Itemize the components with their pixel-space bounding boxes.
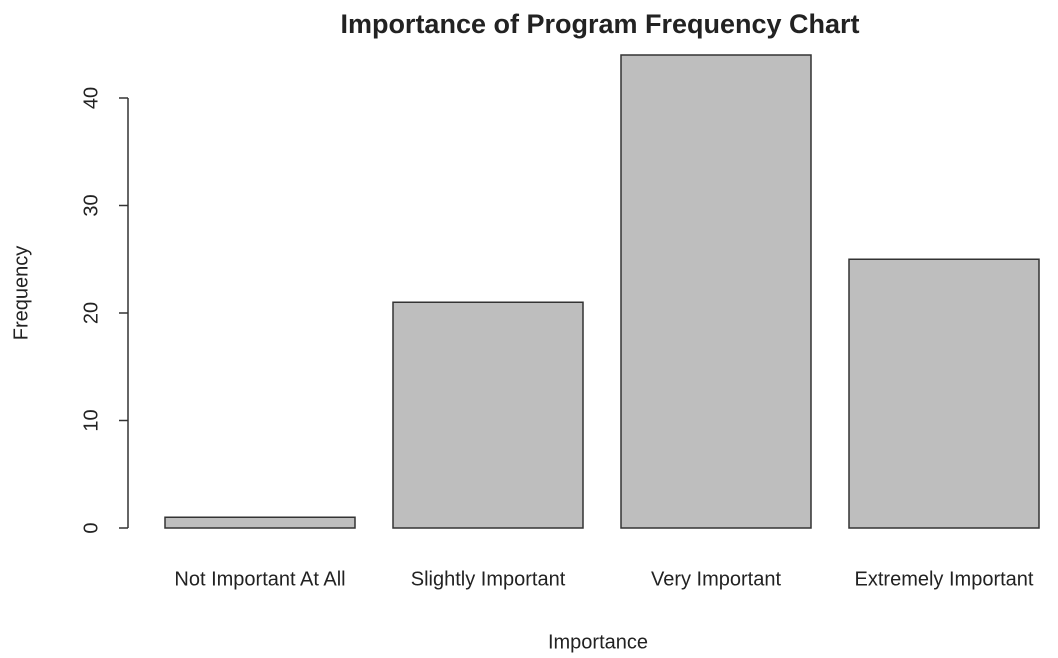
bar	[848, 258, 1040, 529]
x-axis-label: Importance	[548, 631, 648, 653]
y-tick-label: 30	[80, 194, 102, 216]
bar	[164, 516, 356, 529]
x-tick-label: Slightly Important	[411, 568, 566, 590]
y-tick-label: 0	[80, 522, 102, 533]
bar	[392, 301, 584, 529]
y-tick-label: 20	[80, 302, 102, 324]
y-tick-label: 10	[80, 409, 102, 431]
x-tick-label: Very Important	[651, 568, 782, 590]
bar	[620, 54, 812, 529]
chart-title: Importance of Program Frequency Chart	[340, 9, 859, 39]
x-tick-label: Not Important At All	[174, 568, 345, 590]
y-axis-label: Frequency	[10, 246, 32, 341]
y-tick-label: 40	[80, 87, 102, 109]
x-tick-label: Extremely Important	[855, 568, 1034, 590]
